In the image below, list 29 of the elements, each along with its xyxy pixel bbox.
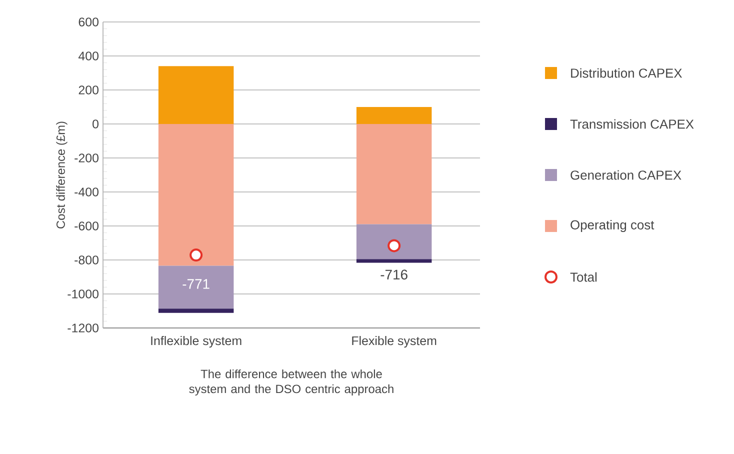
legend-label: Transmission CAPEX	[570, 119, 694, 129]
bar	[356, 224, 432, 260]
y-axis-title: Cost difference (£m)	[56, 122, 68, 228]
x-axis-title: The difference between the whole system and the DSO centric approach	[189, 369, 394, 396]
bar	[158, 266, 234, 309]
y-tick-label: -800	[74, 256, 98, 264]
x-tick-label: Inflexible system	[151, 336, 242, 348]
data-label: -716	[380, 270, 408, 280]
y-tick-label: -600	[74, 222, 98, 230]
legend-label: Generation CAPEX	[570, 170, 682, 180]
y-tick-label: 600	[78, 18, 98, 26]
legend-label: Total	[570, 272, 597, 282]
y-tick-label: 400	[78, 52, 98, 60]
legend-label: Distribution CAPEX	[571, 68, 682, 78]
y-tick-label: -1200	[68, 324, 98, 332]
bar	[356, 259, 432, 263]
x-tick-label: Flexible system	[352, 336, 436, 348]
y-tick-label: 200	[78, 86, 98, 94]
bar	[158, 308, 234, 313]
bar	[356, 106, 432, 124]
y-tick-label: -1000	[68, 290, 98, 298]
y-tick-label: -400	[74, 188, 98, 196]
bar	[356, 124, 432, 224]
legend-label: Operating cost	[570, 220, 654, 232]
bar	[158, 124, 234, 266]
y-tick-label: 0	[92, 120, 99, 128]
data-label: -771	[182, 279, 210, 289]
bar	[158, 66, 234, 124]
y-tick-label: -200	[74, 154, 98, 162]
